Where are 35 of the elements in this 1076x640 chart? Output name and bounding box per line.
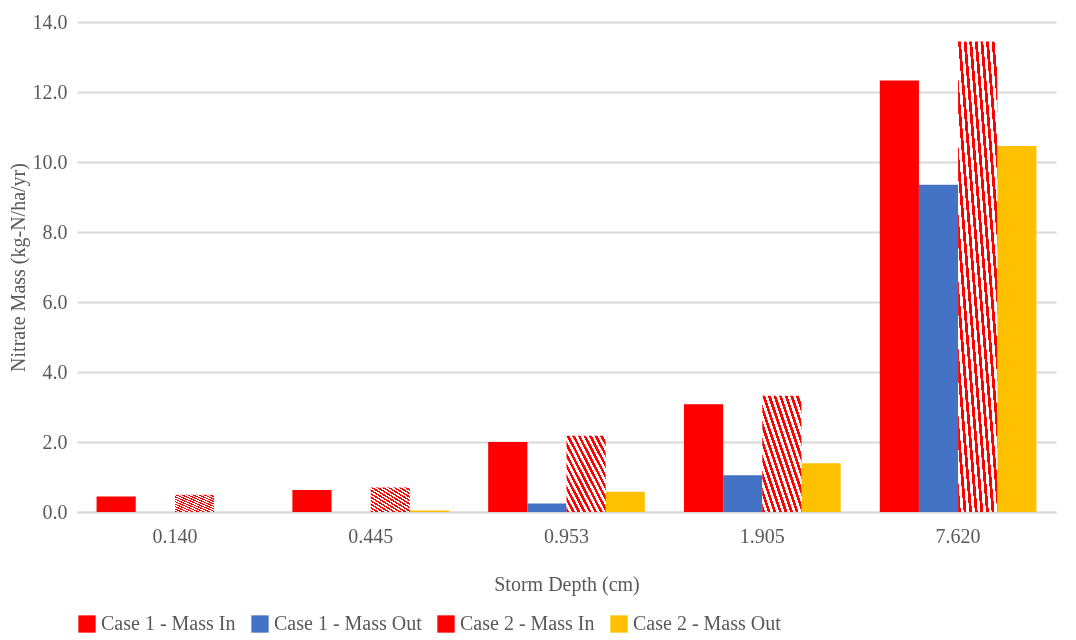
y-tick-label: 6.0 xyxy=(42,290,68,313)
bar xyxy=(918,184,959,512)
legend-label: Case 1 - Mass Out xyxy=(274,612,423,634)
bar xyxy=(879,80,919,512)
legend-label: Case 2 - Mass In xyxy=(460,612,595,634)
x-axis-title: Storm Depth (cm) xyxy=(494,572,640,596)
bar xyxy=(566,435,606,512)
bar xyxy=(997,145,1037,512)
x-tick-label: 0.445 xyxy=(348,524,394,547)
x-tick-label: 0.953 xyxy=(544,524,589,547)
bar xyxy=(723,475,763,512)
x-tick-label: 7.620 xyxy=(935,524,981,547)
bar xyxy=(292,489,332,512)
bar xyxy=(762,395,802,512)
bar xyxy=(801,463,841,512)
bar xyxy=(370,487,410,512)
legend-label: Case 1 - Mass In xyxy=(101,612,236,634)
y-tick-label: 2.0 xyxy=(42,430,68,453)
bar xyxy=(174,494,215,512)
x-tick-label: 1.905 xyxy=(739,524,785,547)
y-axis-title: Nitrate Mass (kg-N/ha/yr) xyxy=(6,163,30,372)
bar xyxy=(958,41,998,512)
bar xyxy=(488,442,528,512)
y-tick-label: 4.0 xyxy=(42,360,68,383)
bar xyxy=(527,503,567,512)
y-tick-label: 12.0 xyxy=(32,80,68,103)
y-tick-label: 10.0 xyxy=(32,150,68,173)
bar xyxy=(683,404,724,512)
bar xyxy=(96,496,136,512)
y-tick-label: 8.0 xyxy=(42,220,68,243)
y-tick-label: 0.0 xyxy=(42,500,68,523)
x-tick-label: 0.140 xyxy=(152,524,198,547)
y-tick-label: 14.0 xyxy=(32,10,68,33)
bar xyxy=(605,491,645,512)
legend-label: Case 2 - Mass Out xyxy=(633,612,782,634)
